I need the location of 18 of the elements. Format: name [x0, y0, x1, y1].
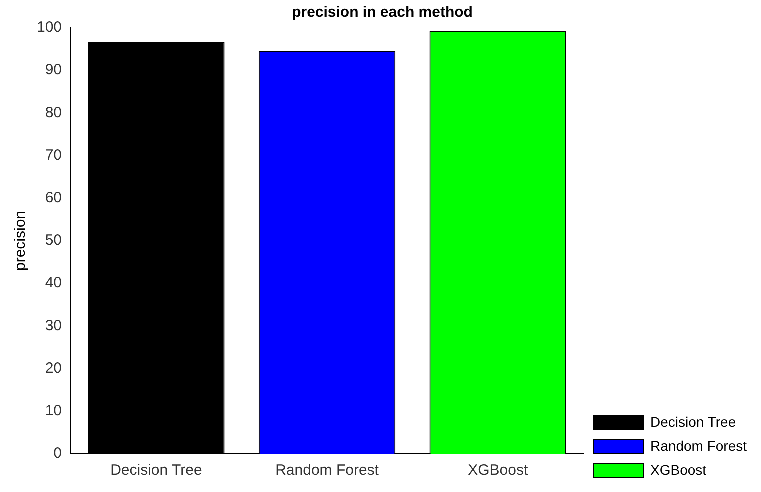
y-tick-label: 80 — [45, 104, 62, 122]
y-tick-label: 60 — [45, 190, 62, 207]
x-tick-label: Decision Tree — [110, 462, 202, 480]
legend-label: Random Forest — [650, 438, 748, 454]
y-tick-label: 10 — [45, 402, 62, 420]
x-tick-label: XGBoost — [468, 462, 529, 480]
x-tick-label: Random Forest — [276, 462, 380, 480]
y-tick-label: 30 — [45, 317, 62, 334]
y-tick-label: 20 — [45, 360, 62, 377]
y-tick-label: 50 — [45, 232, 62, 250]
y-tick-label: 100 — [36, 19, 62, 36]
chart-title: precision in each method — [292, 4, 473, 22]
y-tick-label: 90 — [45, 62, 62, 79]
y-axis-title: precision — [12, 210, 30, 272]
y-tick-label: 70 — [45, 146, 62, 164]
legend-label: Decision Tree — [650, 414, 736, 430]
y-tick-label: 0 — [54, 445, 62, 462]
y-tick-label: 40 — [45, 274, 62, 292]
